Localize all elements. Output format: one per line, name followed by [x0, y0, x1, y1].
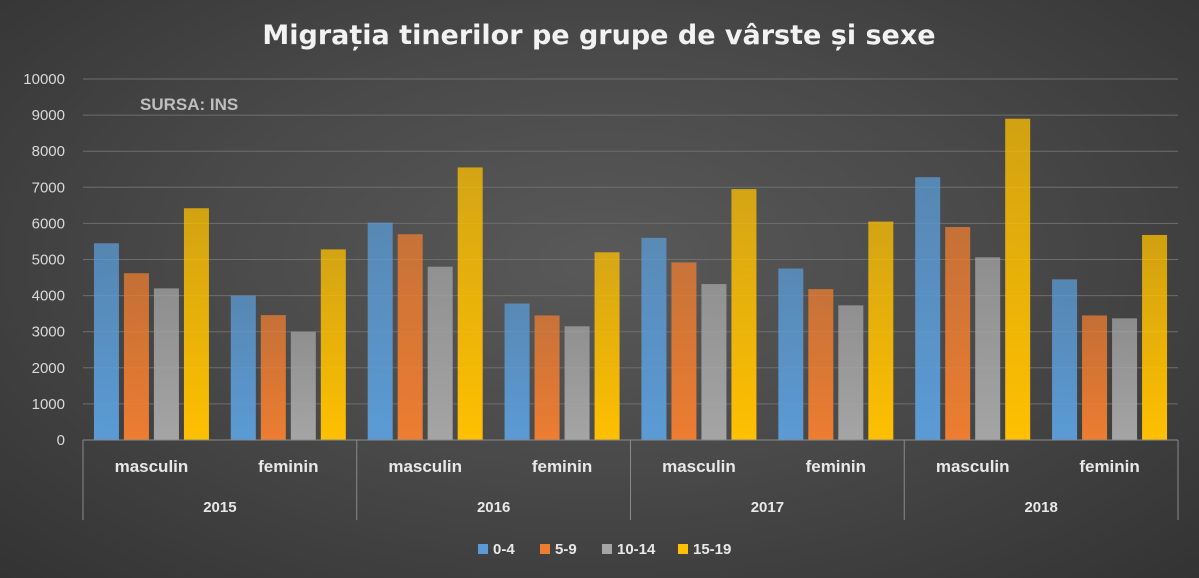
legend-swatch	[678, 544, 688, 554]
bar-5-9	[671, 262, 697, 440]
bar-0-4	[367, 222, 393, 440]
bar-5-9	[1082, 315, 1108, 440]
y-tick-label: 7000	[32, 179, 65, 196]
legend: 0-4 5-9 10-14 15-19	[478, 541, 731, 558]
x-group-label: 2016	[477, 499, 510, 516]
bar-10-14	[153, 288, 179, 440]
y-tick-label: 10000	[23, 71, 65, 88]
y-tick-label: 6000	[32, 215, 65, 232]
bar-15-19	[1142, 234, 1168, 440]
bar-10-14	[975, 257, 1001, 440]
bar-15-19	[594, 252, 620, 440]
bar-5-9	[808, 289, 834, 440]
bar-10-14	[1112, 318, 1138, 440]
y-tick-label: 1000	[32, 396, 65, 413]
x-group-label: 2018	[1024, 499, 1057, 516]
bar-15-19	[868, 221, 894, 440]
bar-10-14	[564, 326, 590, 440]
x-axis: masculin feminin 2015 masculin feminin 2016 ma…	[82, 439, 1179, 520]
y-tick-label: 8000	[32, 143, 65, 160]
x-category-label: feminin	[258, 457, 318, 476]
bar-15-19	[731, 189, 757, 440]
x-category-label: feminin	[1079, 457, 1139, 476]
legend-label: 15-19	[693, 541, 731, 558]
legend-label: 0-4	[493, 541, 515, 558]
x-category-label: masculin	[115, 457, 189, 476]
x-category-label: masculin	[936, 457, 1010, 476]
bar-0-4	[504, 303, 530, 440]
bar-5-9	[534, 315, 560, 440]
y-tick-label: 0	[57, 432, 65, 449]
legend-swatch	[540, 544, 550, 554]
y-tick-label: 9000	[32, 107, 65, 124]
bar-5-9	[260, 315, 286, 440]
source-note: SURSA: INS	[140, 95, 238, 114]
bar-5-9	[397, 234, 423, 440]
bar-10-14	[838, 305, 864, 440]
y-tick-label: 3000	[32, 324, 65, 341]
bars	[93, 118, 1168, 441]
bar-10-14	[427, 266, 453, 440]
bar-0-4	[778, 268, 804, 440]
bar-0-4	[93, 243, 119, 440]
bar-0-4	[641, 237, 667, 440]
x-category-label: feminin	[532, 457, 592, 476]
legend-label: 10-14	[617, 541, 656, 558]
y-tick-label: 4000	[32, 288, 65, 305]
bar-10-14	[701, 284, 727, 440]
x-category-label: feminin	[806, 457, 866, 476]
bar-5-9	[123, 273, 149, 440]
x-group-label: 2017	[751, 499, 784, 516]
bar-15-19	[320, 249, 346, 440]
legend-swatch	[602, 544, 612, 554]
x-group-label: 2015	[203, 499, 236, 516]
bar-10-14	[290, 331, 316, 440]
legend-swatch	[478, 544, 488, 554]
bar-5-9	[945, 227, 971, 440]
bar-0-4	[1052, 279, 1078, 440]
bar-15-19	[457, 167, 483, 440]
bar-0-4	[915, 177, 941, 440]
y-axis: 0 1000 2000 3000 4000 5000 6000 7000 8000 9000 100…	[23, 71, 65, 449]
x-category-label: masculin	[388, 457, 462, 476]
bar-15-19	[183, 208, 209, 440]
bar-0-4	[230, 295, 256, 440]
x-category-label: masculin	[662, 457, 736, 476]
y-tick-label: 2000	[32, 360, 65, 377]
legend-label: 5-9	[555, 541, 577, 558]
y-tick-label: 5000	[32, 252, 65, 269]
chart-title: Migrația tinerilor pe grupe de vârste și…	[262, 20, 935, 51]
bar-15-19	[1005, 118, 1031, 441]
